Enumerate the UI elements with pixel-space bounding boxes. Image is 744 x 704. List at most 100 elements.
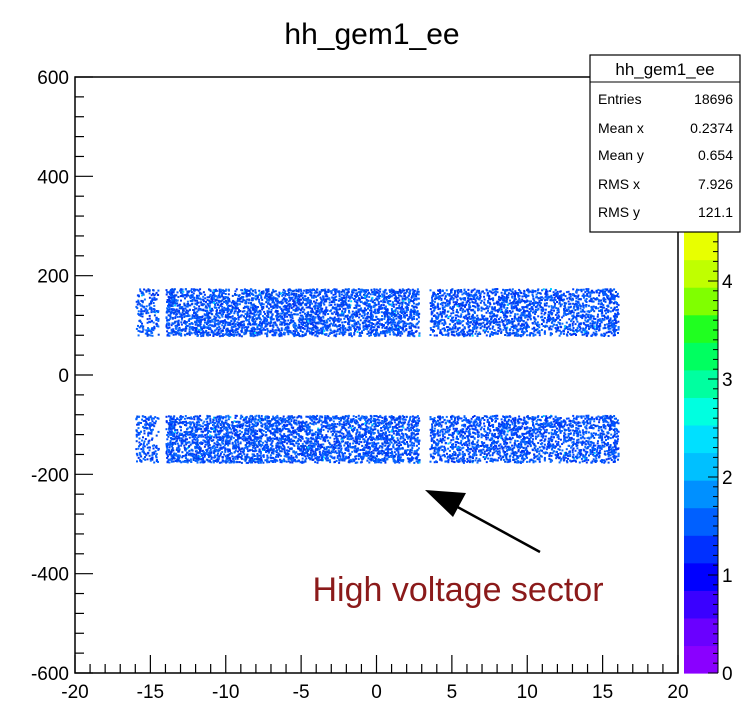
density-point bbox=[447, 303, 450, 306]
density-point bbox=[210, 296, 213, 298]
density-point bbox=[284, 300, 287, 303]
density-point bbox=[392, 291, 395, 293]
density-point bbox=[576, 320, 579, 323]
density-point bbox=[198, 291, 201, 294]
density-point bbox=[150, 307, 153, 310]
density-point bbox=[218, 306, 220, 309]
density-point bbox=[294, 330, 297, 333]
density-point bbox=[203, 300, 205, 303]
density-point bbox=[298, 301, 301, 304]
density-point bbox=[572, 293, 574, 295]
density-point bbox=[318, 321, 321, 324]
density-point bbox=[448, 299, 451, 302]
density-point bbox=[429, 302, 432, 305]
density-point bbox=[409, 290, 411, 293]
density-point bbox=[375, 333, 377, 336]
density-point bbox=[194, 288, 197, 291]
density-point bbox=[590, 305, 593, 308]
density-point bbox=[362, 326, 365, 329]
density-point bbox=[333, 321, 335, 324]
density-point bbox=[172, 298, 174, 300]
density-point bbox=[187, 310, 190, 313]
density-point bbox=[215, 328, 218, 331]
density-point bbox=[521, 314, 524, 317]
density-point bbox=[254, 306, 257, 309]
density-point bbox=[585, 297, 588, 300]
density-point bbox=[212, 335, 215, 337]
density-point bbox=[139, 290, 142, 293]
density-point bbox=[400, 317, 402, 320]
density-point bbox=[353, 298, 355, 301]
density-point bbox=[330, 290, 333, 293]
density-point bbox=[410, 324, 413, 327]
density-point bbox=[215, 302, 218, 304]
density-point bbox=[308, 327, 311, 330]
density-point bbox=[577, 295, 579, 298]
density-point bbox=[256, 294, 259, 297]
density-point bbox=[579, 310, 582, 313]
density-point bbox=[609, 319, 612, 322]
density-point bbox=[543, 331, 546, 334]
density-point bbox=[228, 313, 231, 316]
density-point bbox=[141, 324, 144, 327]
density-point bbox=[231, 323, 234, 326]
density-point bbox=[472, 317, 475, 320]
density-point bbox=[411, 288, 414, 291]
density-point bbox=[175, 299, 177, 302]
density-point bbox=[224, 296, 227, 298]
density-point bbox=[168, 332, 171, 335]
density-point bbox=[233, 329, 236, 332]
density-point bbox=[506, 289, 509, 291]
density-point bbox=[241, 296, 244, 298]
density-point bbox=[408, 334, 411, 337]
density-point bbox=[341, 310, 344, 313]
density-point bbox=[344, 300, 347, 303]
density-point bbox=[287, 323, 290, 326]
density-point bbox=[403, 294, 406, 297]
density-point bbox=[248, 289, 251, 292]
density-point bbox=[319, 317, 322, 320]
density-point bbox=[209, 300, 212, 303]
density-point bbox=[472, 305, 475, 308]
density-point bbox=[512, 332, 515, 334]
density-point bbox=[285, 307, 288, 310]
density-point bbox=[179, 329, 182, 331]
density-point bbox=[151, 310, 154, 313]
density-point bbox=[282, 321, 285, 324]
density-point bbox=[603, 323, 606, 326]
density-point bbox=[483, 298, 486, 301]
density-point bbox=[459, 322, 462, 325]
density-point bbox=[526, 334, 528, 337]
density-point bbox=[538, 331, 541, 334]
density-point bbox=[202, 309, 205, 311]
density-point bbox=[227, 296, 230, 299]
density-point bbox=[332, 317, 335, 320]
density-point bbox=[365, 294, 368, 297]
density-point bbox=[331, 317, 333, 320]
density-point bbox=[523, 301, 526, 304]
density-point bbox=[287, 326, 290, 329]
density-point bbox=[383, 318, 386, 320]
density-point bbox=[272, 321, 275, 324]
density-point bbox=[284, 306, 287, 309]
density-point bbox=[400, 326, 402, 329]
density-point bbox=[331, 330, 334, 333]
density-point bbox=[216, 319, 219, 322]
density-point bbox=[232, 300, 235, 303]
density-point bbox=[295, 294, 298, 297]
density-point bbox=[225, 331, 228, 334]
density-point bbox=[328, 301, 331, 304]
density-point bbox=[355, 328, 358, 331]
density-point bbox=[473, 326, 476, 329]
density-point bbox=[603, 299, 605, 302]
density-point bbox=[361, 288, 364, 291]
density-point bbox=[417, 314, 420, 317]
density-point bbox=[462, 335, 465, 338]
density-point bbox=[209, 326, 212, 329]
density-point bbox=[267, 301, 270, 304]
density-point bbox=[207, 324, 210, 327]
density-point bbox=[325, 319, 328, 322]
density-point bbox=[385, 297, 388, 300]
density-point bbox=[225, 296, 228, 299]
density-point bbox=[181, 306, 183, 309]
